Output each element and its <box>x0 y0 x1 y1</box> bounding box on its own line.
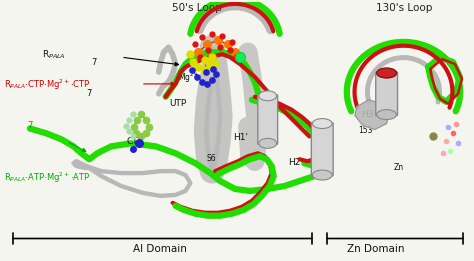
Ellipse shape <box>377 110 397 120</box>
Text: 50's Loop: 50's Loop <box>172 3 222 13</box>
Text: 7: 7 <box>86 89 92 98</box>
Text: CTP: CTP <box>127 137 144 146</box>
Text: S6: S6 <box>206 154 216 163</box>
Ellipse shape <box>377 68 397 78</box>
FancyBboxPatch shape <box>311 123 333 176</box>
Text: Al Domain: Al Domain <box>133 244 186 254</box>
Text: 7: 7 <box>27 121 33 130</box>
Text: 130's Loop: 130's Loop <box>375 3 432 13</box>
Text: Zn: Zn <box>394 163 404 172</box>
Text: R$_{PALA}$$\cdot$ATP$\cdot$Mg$^{2+}$$\cdot$ATP: R$_{PALA}$$\cdot$ATP$\cdot$Mg$^{2+}$$\cd… <box>4 170 91 185</box>
Text: Zn Domain: Zn Domain <box>347 244 404 254</box>
Text: UTP: UTP <box>169 99 186 108</box>
Text: H2': H2' <box>288 158 303 167</box>
Text: H3: H3 <box>361 110 374 119</box>
Ellipse shape <box>259 138 277 148</box>
FancyBboxPatch shape <box>376 72 398 116</box>
Polygon shape <box>355 100 389 129</box>
Text: R$_{PALA}$$\cdot$CTP$\cdot$Mg$^{2+}$$\cdot$CTP: R$_{PALA}$$\cdot$CTP$\cdot$Mg$^{2+}$$\cd… <box>4 77 91 92</box>
Ellipse shape <box>312 170 332 180</box>
Ellipse shape <box>259 91 277 101</box>
Text: R$_{PALA}$: R$_{PALA}$ <box>42 49 66 61</box>
Text: 7: 7 <box>91 58 96 67</box>
Text: H1': H1' <box>233 133 248 142</box>
Ellipse shape <box>312 118 332 128</box>
FancyBboxPatch shape <box>258 95 278 144</box>
Text: Mg$^{2+}$: Mg$^{2+}$ <box>178 71 200 85</box>
Text: 153: 153 <box>358 127 372 135</box>
